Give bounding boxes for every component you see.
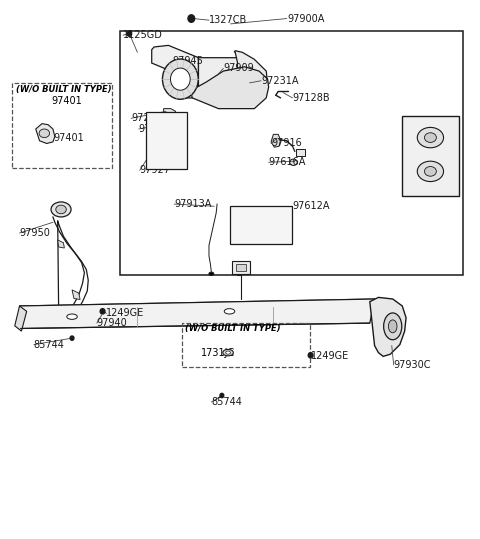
Text: 97616A: 97616A bbox=[269, 157, 306, 167]
Bar bbox=[120, 31, 463, 275]
Ellipse shape bbox=[56, 205, 66, 214]
Bar bbox=[236, 264, 246, 271]
Polygon shape bbox=[271, 134, 281, 147]
Polygon shape bbox=[370, 298, 406, 356]
Circle shape bbox=[127, 31, 132, 36]
Text: 97930C: 97930C bbox=[394, 360, 431, 370]
Ellipse shape bbox=[417, 161, 444, 182]
Bar bbox=[402, 116, 458, 196]
Text: 97900A: 97900A bbox=[288, 13, 325, 24]
Text: 97218: 97218 bbox=[259, 215, 290, 225]
Text: 97128B: 97128B bbox=[292, 93, 330, 103]
Ellipse shape bbox=[424, 133, 436, 142]
Text: 97950: 97950 bbox=[20, 228, 50, 238]
Polygon shape bbox=[36, 123, 55, 143]
Text: 97927: 97927 bbox=[140, 165, 171, 175]
Bar bbox=[146, 113, 187, 169]
Text: 97612A: 97612A bbox=[292, 201, 330, 211]
Text: 97913A: 97913A bbox=[174, 199, 212, 209]
Text: 1731JC: 1731JC bbox=[201, 348, 235, 357]
Ellipse shape bbox=[226, 351, 230, 354]
Ellipse shape bbox=[39, 129, 49, 137]
Text: 97907: 97907 bbox=[139, 124, 170, 134]
Ellipse shape bbox=[417, 127, 444, 148]
Text: 97945: 97945 bbox=[172, 57, 203, 66]
Ellipse shape bbox=[67, 314, 77, 320]
Bar bbox=[229, 206, 291, 244]
Text: 97916: 97916 bbox=[271, 139, 302, 148]
Polygon shape bbox=[199, 58, 262, 99]
Ellipse shape bbox=[223, 349, 233, 356]
Polygon shape bbox=[20, 299, 374, 328]
Polygon shape bbox=[234, 51, 268, 95]
Text: 1249GE: 1249GE bbox=[311, 351, 349, 361]
Text: 97909: 97909 bbox=[224, 64, 254, 73]
Polygon shape bbox=[188, 67, 269, 109]
Circle shape bbox=[70, 336, 74, 340]
Text: 97232A: 97232A bbox=[402, 152, 440, 162]
Polygon shape bbox=[152, 45, 199, 98]
Polygon shape bbox=[15, 306, 27, 331]
Ellipse shape bbox=[162, 59, 198, 99]
Text: (W/O BUILT IN TYPE): (W/O BUILT IN TYPE) bbox=[185, 324, 280, 333]
Text: 1327CB: 1327CB bbox=[209, 15, 247, 25]
Text: (W/O BUILT IN TYPE): (W/O BUILT IN TYPE) bbox=[16, 85, 111, 94]
Polygon shape bbox=[20, 299, 380, 312]
Ellipse shape bbox=[384, 313, 402, 340]
Polygon shape bbox=[164, 109, 176, 119]
Polygon shape bbox=[72, 290, 80, 300]
Text: 1125GD: 1125GD bbox=[123, 30, 163, 40]
Ellipse shape bbox=[424, 167, 436, 176]
Bar bbox=[232, 261, 250, 274]
Ellipse shape bbox=[209, 272, 214, 275]
Ellipse shape bbox=[170, 68, 190, 90]
Ellipse shape bbox=[224, 309, 235, 314]
Text: 97401: 97401 bbox=[51, 95, 82, 106]
Circle shape bbox=[188, 15, 195, 22]
Ellipse shape bbox=[388, 320, 397, 333]
Circle shape bbox=[220, 393, 224, 398]
Bar bbox=[12, 83, 112, 168]
Text: 1249GE: 1249GE bbox=[107, 308, 144, 319]
Ellipse shape bbox=[51, 202, 71, 217]
Text: 97218: 97218 bbox=[131, 113, 162, 123]
Text: 85744: 85744 bbox=[34, 340, 65, 350]
Text: 97401: 97401 bbox=[53, 133, 84, 143]
Bar bbox=[182, 323, 310, 367]
Circle shape bbox=[100, 309, 105, 314]
Text: 97231A: 97231A bbox=[262, 76, 299, 86]
Circle shape bbox=[308, 353, 313, 358]
Text: 85744: 85744 bbox=[211, 397, 242, 407]
Bar bbox=[296, 149, 305, 156]
Ellipse shape bbox=[289, 159, 297, 165]
Text: 97940: 97940 bbox=[97, 318, 128, 328]
Polygon shape bbox=[58, 240, 64, 248]
